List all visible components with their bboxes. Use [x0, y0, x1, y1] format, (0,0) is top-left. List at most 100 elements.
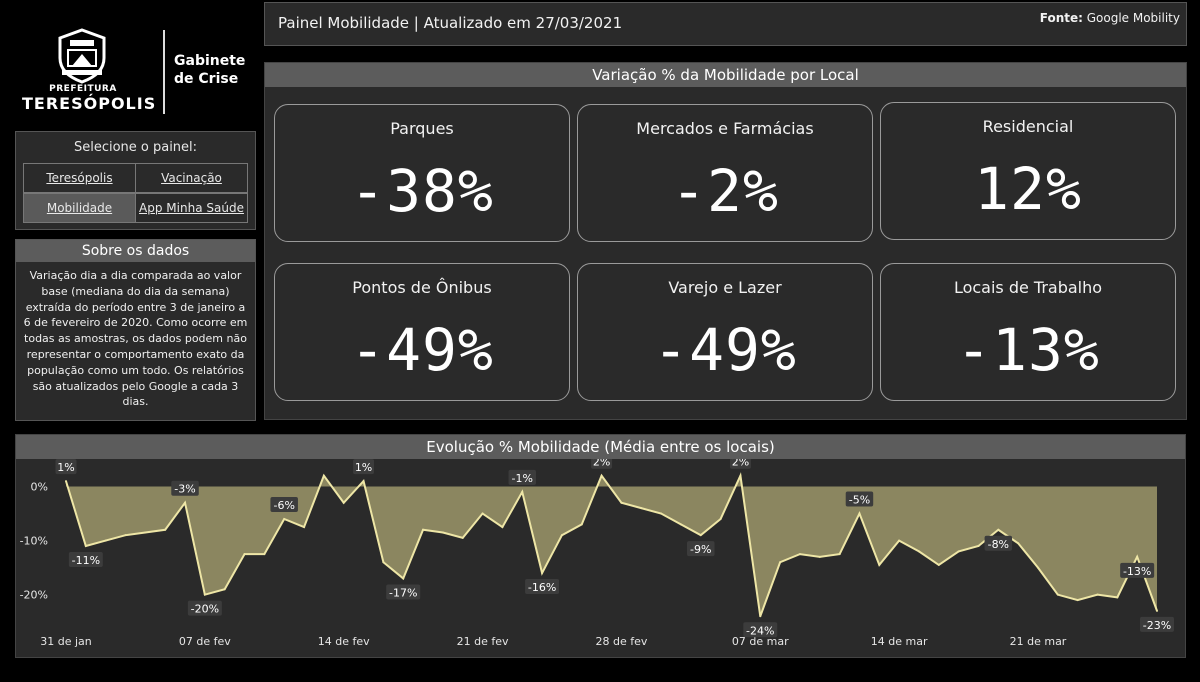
data-point	[461, 536, 464, 539]
x-tick-label: 31 de jan	[40, 635, 92, 648]
kpi-title: Variação % da Mobilidade por Local	[265, 63, 1186, 87]
data-point	[541, 572, 544, 575]
source-value: Google Mobility	[1086, 11, 1180, 25]
data-point	[957, 550, 960, 553]
data-point	[263, 553, 266, 556]
data-point	[124, 534, 127, 537]
kpi-label: Mercados e Farmácias	[636, 119, 814, 138]
data-point	[937, 563, 940, 566]
data-point	[798, 553, 801, 556]
x-tick-label: 14 de mar	[871, 635, 928, 648]
page-title: Painel Mobilidade | Atualizado em 27/03/…	[278, 14, 623, 32]
data-label-bg	[1120, 562, 1155, 578]
data-label: -1%	[512, 472, 533, 485]
data-point	[719, 517, 722, 520]
data-label: -11%	[72, 554, 100, 567]
kpi-card-mercados: Mercados e Farmácias -2%	[577, 104, 873, 242]
data-point	[481, 512, 484, 515]
data-point	[759, 615, 762, 618]
data-label: -5%	[849, 494, 870, 507]
brand-divider	[163, 30, 165, 114]
data-point	[382, 561, 385, 564]
gabinete-label: Gabinete de Crise	[174, 52, 245, 88]
data-point	[679, 523, 682, 526]
chart-title: Evolução % Mobilidade (Média entre os lo…	[16, 435, 1185, 459]
kpi-label: Varejo e Lazer	[668, 278, 782, 297]
data-point	[739, 474, 742, 477]
x-tick-label: 07 de fev	[179, 635, 231, 648]
x-tick-label: 07 de mar	[732, 635, 789, 648]
kpi-value: 12%	[974, 155, 1082, 223]
data-point	[640, 507, 643, 510]
data-label-bg	[55, 459, 77, 475]
data-point	[917, 550, 920, 553]
header-bar: Painel Mobilidade | Atualizado em 27/03/…	[264, 2, 1187, 46]
data-label: -23%	[1143, 619, 1171, 632]
data-point	[104, 539, 107, 542]
data-label: 2%	[593, 459, 610, 469]
data-point	[580, 523, 583, 526]
data-label-bg	[984, 535, 1013, 551]
data-point	[1116, 596, 1119, 599]
data-label-bg	[171, 480, 199, 496]
about-title: Sobre os dados	[16, 240, 255, 262]
about-text: Variação dia a dia comparada ao valor ba…	[23, 269, 248, 409]
data-point	[283, 517, 286, 520]
data-point	[243, 553, 246, 556]
data-point	[521, 490, 524, 493]
area-fill	[66, 475, 1157, 617]
data-point	[223, 588, 226, 591]
x-tick-label: 21 de fev	[457, 635, 509, 648]
app-minha-saude-button[interactable]: App Minha Saúde	[135, 193, 248, 223]
data-point	[342, 501, 345, 504]
kpi-card-varejo: Varejo e Lazer -49%	[577, 263, 873, 401]
gabinete-line2: de Crise	[174, 71, 239, 87]
data-label: -6%	[273, 499, 294, 512]
prefeitura-label: PREFEITURA	[49, 84, 117, 94]
data-label-bg	[68, 552, 103, 567]
data-label-bg	[591, 459, 613, 469]
data-label-bg	[187, 600, 222, 616]
data-label-bg	[508, 469, 536, 485]
data-point	[1017, 542, 1020, 545]
brand-logo: PREFEITURA TERESÓPOLIS Gabinete de Crise	[14, 20, 259, 120]
mobilidade-button[interactable]: Mobilidade	[23, 193, 136, 223]
data-point	[660, 512, 663, 515]
x-tick-label: 14 de fev	[318, 635, 370, 648]
panel-selector: Selecione o painel: Teresópolis Vacinaçã…	[15, 131, 256, 230]
data-label-bg	[687, 541, 715, 557]
data-point	[1156, 609, 1158, 612]
about-data-panel: Sobre os dados Variação dia a dia compar…	[15, 239, 256, 421]
data-point	[65, 480, 67, 483]
data-label-bg	[743, 622, 778, 638]
x-tick-label: 21 de mar	[1010, 635, 1067, 648]
y-tick-label: -10%	[20, 535, 48, 548]
data-point	[600, 474, 603, 477]
data-label-bg	[1140, 616, 1174, 632]
kpi-card-trabalho: Locais de Trabalho -13%	[880, 263, 1176, 401]
data-point	[818, 555, 821, 558]
data-point	[184, 501, 187, 504]
kpi-card-parques: Parques -38%	[274, 104, 570, 242]
kpi-card-residencial: Residencial 12%	[880, 102, 1176, 240]
data-label: -24%	[746, 624, 774, 637]
data-point	[560, 534, 563, 537]
data-point	[779, 561, 782, 564]
source-label: Fonte: Google Mobility	[1040, 11, 1180, 25]
vacinacao-button[interactable]: Vacinação	[135, 163, 248, 193]
data-point	[303, 526, 306, 529]
data-point	[144, 531, 147, 534]
data-label: 1%	[57, 461, 74, 474]
data-label: -13%	[1123, 565, 1151, 578]
mobility-chart-panel: Evolução % Mobilidade (Média entre os lo…	[15, 434, 1186, 658]
kpi-value: -2%	[671, 157, 779, 225]
kpi-value: -49%	[653, 316, 797, 384]
teresopolis-button[interactable]: Teresópolis	[23, 163, 136, 193]
x-tick-label: 28 de fev	[595, 635, 647, 648]
data-label: 1%	[355, 461, 372, 474]
data-point	[84, 545, 87, 547]
data-point	[620, 501, 623, 504]
data-point	[1056, 593, 1059, 596]
mobility-area-chart: 0% -10% -20% 31 de jan 07 de fev 14 de fev 21 …	[20, 459, 1174, 648]
data-point	[858, 512, 861, 515]
